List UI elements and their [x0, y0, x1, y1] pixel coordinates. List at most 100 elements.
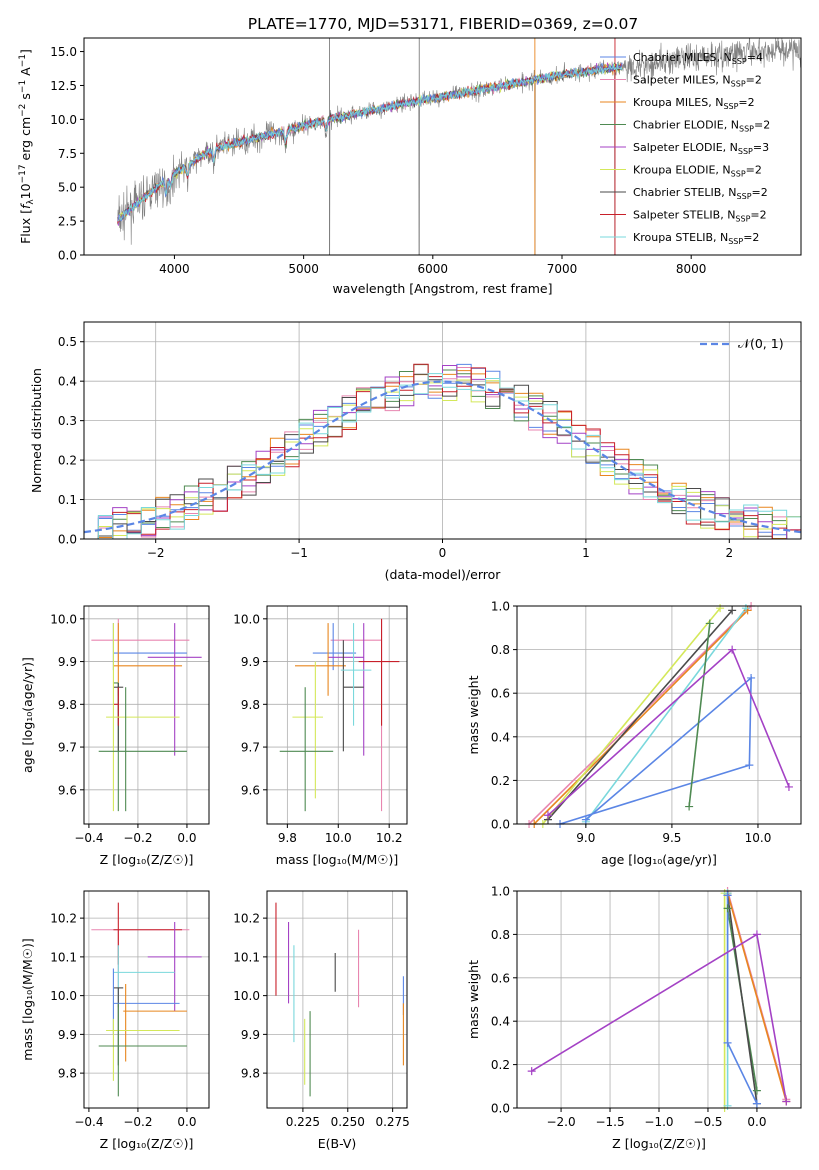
y-tick-label: 9.8: [241, 698, 260, 712]
series-marker: [581, 815, 590, 824]
legend-equals: =: [753, 141, 762, 154]
series-marker: [752, 1086, 761, 1095]
y-axis-label: age [log₁₀(age/yr)]: [20, 657, 35, 773]
age-vs-Z-grid: [84, 606, 209, 824]
y-tick-label: 9.6: [58, 783, 77, 797]
legend-label: Kroupa ELODIE, NSSP=2: [633, 164, 762, 179]
x-tick-label: 0.0: [177, 831, 196, 845]
y-tick-label: 0.4: [491, 1015, 510, 1029]
series-line: [726, 892, 788, 1102]
series-line: [547, 609, 733, 821]
legend-equals: =: [750, 209, 759, 222]
legend-label: Chabrier MILES, NSSP=4: [633, 51, 763, 66]
x-axis-label: wavelength [Angstrom, rest frame]: [332, 281, 552, 296]
mass-vs-EBV-frame: [266, 890, 408, 1109]
series-marker: [728, 645, 737, 654]
y-axis-label: Normed distribution: [29, 368, 44, 493]
legend-equals: =: [752, 186, 761, 199]
residual-histogram: [84, 373, 801, 539]
y-tick-label: 0.6: [491, 687, 510, 701]
y-tick-label: 10.0: [50, 612, 77, 626]
x-axis-label: Z [log₁₀(Z/Z☉)]: [100, 852, 194, 867]
legend-label: Chabrier ELODIE, NSSP=2: [633, 119, 770, 134]
legend-label-text: Salpeter ELODIE, N: [633, 141, 738, 154]
series-marker: [527, 1067, 536, 1076]
normal-curve: [84, 380, 801, 534]
legend-subscript: SSP: [723, 102, 738, 111]
model-spectrum: [117, 62, 623, 222]
legend-label: Chabrier STELIB, NSSP=2: [633, 186, 768, 201]
y-tick-label: 15.0: [50, 45, 77, 59]
y-axis-label-part: Flux [: [18, 209, 33, 244]
y-tick-label: 0.0: [58, 249, 77, 263]
spectrum-plot: [117, 38, 801, 255]
legend-subscript: SSP: [728, 237, 743, 246]
model-spectrum: [117, 64, 623, 222]
y-axis-label-part: ]: [18, 49, 33, 54]
y-axis-label-part: f: [18, 203, 33, 209]
x-axis-label: age [log₁₀(age/yr)]: [601, 852, 717, 867]
y-tick-label: 10.2: [50, 912, 77, 926]
legend-equals: =: [746, 74, 755, 87]
legend-count: 2: [760, 209, 767, 222]
y-tick-label: 0.2: [491, 774, 510, 788]
y-tick-label: 12.5: [50, 79, 77, 93]
y-axis-label: mass weight: [466, 960, 481, 1039]
y-tick-label: 10.0: [50, 113, 77, 127]
y-tick-label: 10.0: [233, 612, 260, 626]
y-tick-label: 9.7: [58, 741, 77, 755]
series-line: [585, 607, 747, 823]
y-tick-label: 0.2: [58, 454, 77, 468]
y-tick-label: 9.9: [241, 655, 260, 669]
legend-count: 2: [763, 119, 770, 132]
y-tick-label: 0.0: [58, 533, 77, 547]
legend-subscript: SSP: [732, 57, 747, 66]
legend-equals: =: [747, 51, 756, 64]
series-marker: [752, 930, 761, 939]
series-marker: [752, 1099, 761, 1108]
x-tick-label: −1: [290, 546, 308, 560]
mass-vs-EBV-plot: [275, 902, 404, 1097]
x-tick-label: 0.250: [331, 1115, 365, 1129]
age-vs-Z-plot: [91, 618, 202, 812]
legend-label-text: Kroupa MILES, N: [633, 96, 723, 109]
y-axis-label-part: −1: [18, 80, 28, 93]
x-tick-label: 8000: [676, 262, 707, 276]
legend-label: Kroupa STELIB, NSSP=2: [633, 231, 759, 246]
legend-count: 4: [756, 51, 763, 64]
legend-label-text: Chabrier STELIB, N: [633, 186, 737, 199]
x-tick-label: −0.4: [74, 831, 103, 845]
series-marker: [747, 673, 756, 682]
x-tick-label: 2: [725, 546, 733, 560]
y-tick-label: 2.5: [58, 215, 77, 229]
x-tick-label: 0.0: [177, 1115, 196, 1129]
x-tick-label: 9.5: [662, 831, 681, 845]
series-marker: [782, 1097, 791, 1106]
legend-count: 2: [748, 96, 755, 109]
legend-subscript: SSP: [737, 192, 752, 201]
series-line: [688, 623, 711, 807]
legend-count: 2: [752, 231, 759, 244]
y-tick-label: 10.1: [233, 950, 260, 964]
series-marker: [685, 802, 694, 811]
y-tick-label: 0.0: [491, 1102, 510, 1116]
x-axis-label: mass [log₁₀(M/M☉)]: [276, 852, 398, 867]
x-tick-label: −0.5: [693, 1115, 722, 1129]
legend-label: Salpeter STELIB, NSSP=2: [633, 209, 767, 224]
y-axis-label: Flux [fλ10−17 erg cm−2 s−1 A−1]: [18, 49, 36, 244]
legend-label: 𝒩(0, 1): [738, 336, 784, 351]
legend-label-text: Kroupa ELODIE, N: [633, 164, 731, 177]
y-axis-label: mass weight: [466, 675, 481, 754]
y-axis-label: mass [log₁₀(M/M☉)]: [20, 938, 35, 1060]
series-marker: [543, 811, 552, 820]
legend-count: 2: [761, 186, 768, 199]
legend-label-text: Chabrier ELODIE, N: [633, 119, 739, 132]
y-axis-label-part: −17: [18, 164, 28, 183]
y-tick-label: 9.8: [241, 1067, 260, 1081]
y-tick-label: 10.2: [233, 912, 260, 926]
y-tick-label: 9.9: [58, 655, 77, 669]
legend-count: 2: [755, 164, 762, 177]
y-tick-label: 1.0: [491, 600, 510, 614]
x-tick-label: −0.2: [123, 831, 152, 845]
